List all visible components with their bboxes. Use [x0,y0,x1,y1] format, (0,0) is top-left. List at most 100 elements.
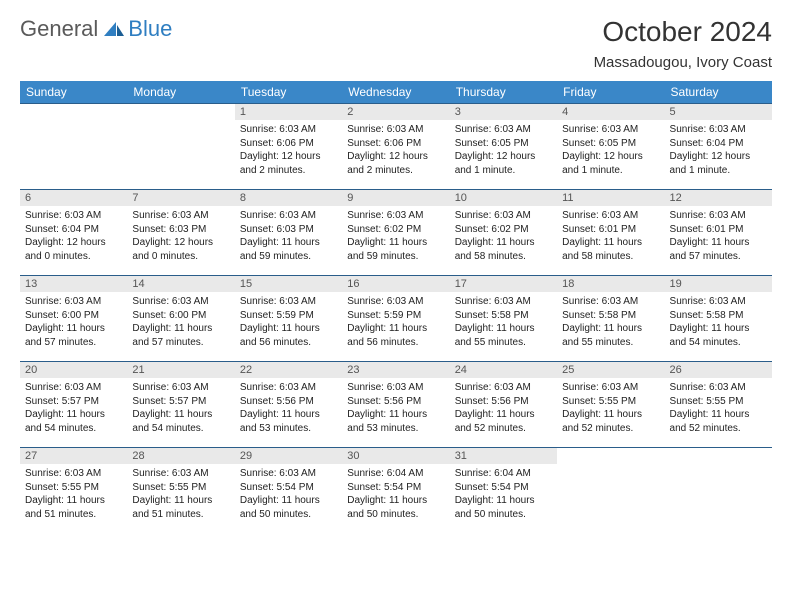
day-details: Sunrise: 6:03 AMSunset: 6:00 PMDaylight:… [127,292,234,354]
sunset-text: Sunset: 6:02 PM [455,223,552,237]
brand-logo: General Blue [20,16,172,42]
daylight-text: Daylight: 11 hours and 50 minutes. [347,494,444,521]
day-number: 2 [342,104,449,120]
calendar-day-cell: 1Sunrise: 6:03 AMSunset: 6:06 PMDaylight… [235,104,342,190]
calendar-day-cell: 13Sunrise: 6:03 AMSunset: 6:00 PMDayligh… [20,276,127,362]
calendar-day-cell: 14Sunrise: 6:03 AMSunset: 6:00 PMDayligh… [127,276,234,362]
location-label: Massadougou, Ivory Coast [594,54,772,71]
sunrise-text: Sunrise: 6:03 AM [240,209,337,223]
sail-icon [102,20,126,38]
day-details: Sunrise: 6:03 AMSunset: 6:05 PMDaylight:… [557,120,664,182]
day-number: 30 [342,448,449,464]
sunset-text: Sunset: 5:55 PM [670,395,767,409]
weekday-header: Friday [557,81,664,104]
daylight-text: Daylight: 11 hours and 54 minutes. [25,408,122,435]
sunrise-text: Sunrise: 6:03 AM [132,467,229,481]
calendar-day-cell: 16Sunrise: 6:03 AMSunset: 5:59 PMDayligh… [342,276,449,362]
day-details: Sunrise: 6:03 AMSunset: 6:04 PMDaylight:… [20,206,127,268]
calendar-week-row: 20Sunrise: 6:03 AMSunset: 5:57 PMDayligh… [20,362,772,448]
day-number: 24 [450,362,557,378]
sunrise-text: Sunrise: 6:03 AM [670,381,767,395]
calendar-day-cell: 12Sunrise: 6:03 AMSunset: 6:01 PMDayligh… [665,190,772,276]
sunrise-text: Sunrise: 6:03 AM [455,295,552,309]
day-details: Sunrise: 6:03 AMSunset: 6:06 PMDaylight:… [235,120,342,182]
sunset-text: Sunset: 5:56 PM [240,395,337,409]
day-details: Sunrise: 6:04 AMSunset: 5:54 PMDaylight:… [450,464,557,526]
calendar-day-cell: 21Sunrise: 6:03 AMSunset: 5:57 PMDayligh… [127,362,234,448]
sunrise-text: Sunrise: 6:03 AM [240,295,337,309]
day-number: 27 [20,448,127,464]
day-details: Sunrise: 6:03 AMSunset: 6:05 PMDaylight:… [450,120,557,182]
daylight-text: Daylight: 11 hours and 52 minutes. [455,408,552,435]
sunrise-text: Sunrise: 6:04 AM [455,467,552,481]
sunrise-text: Sunrise: 6:03 AM [347,295,444,309]
day-number: 23 [342,362,449,378]
sunset-text: Sunset: 5:54 PM [240,481,337,495]
weekday-header: Tuesday [235,81,342,104]
day-details: Sunrise: 6:03 AMSunset: 5:57 PMDaylight:… [20,378,127,440]
weekday-header: Sunday [20,81,127,104]
day-number: 12 [665,190,772,206]
sunrise-text: Sunrise: 6:03 AM [347,123,444,137]
sunrise-text: Sunrise: 6:03 AM [562,209,659,223]
calendar-day-cell: 7Sunrise: 6:03 AMSunset: 6:03 PMDaylight… [127,190,234,276]
month-title: October 2024 [594,16,772,48]
day-number: 20 [20,362,127,378]
day-details: Sunrise: 6:03 AMSunset: 5:58 PMDaylight:… [557,292,664,354]
calendar-day-cell [557,448,664,534]
daylight-text: Daylight: 11 hours and 56 minutes. [347,322,444,349]
sunset-text: Sunset: 5:55 PM [562,395,659,409]
day-details: Sunrise: 6:03 AMSunset: 5:56 PMDaylight:… [450,378,557,440]
daylight-text: Daylight: 12 hours and 1 minute. [562,150,659,177]
daylight-text: Daylight: 11 hours and 54 minutes. [132,408,229,435]
daylight-text: Daylight: 11 hours and 53 minutes. [347,408,444,435]
title-block: October 2024 Massadougou, Ivory Coast [594,16,772,71]
day-number: 21 [127,362,234,378]
sunrise-text: Sunrise: 6:03 AM [455,123,552,137]
calendar-week-row: 1Sunrise: 6:03 AMSunset: 6:06 PMDaylight… [20,104,772,190]
calendar-day-cell: 5Sunrise: 6:03 AMSunset: 6:04 PMDaylight… [665,104,772,190]
daylight-text: Daylight: 11 hours and 52 minutes. [562,408,659,435]
calendar-day-cell [20,104,127,190]
sunset-text: Sunset: 6:00 PM [132,309,229,323]
calendar-day-cell: 30Sunrise: 6:04 AMSunset: 5:54 PMDayligh… [342,448,449,534]
calendar-week-row: 27Sunrise: 6:03 AMSunset: 5:55 PMDayligh… [20,448,772,534]
calendar-day-cell: 31Sunrise: 6:04 AMSunset: 5:54 PMDayligh… [450,448,557,534]
sunset-text: Sunset: 6:04 PM [25,223,122,237]
calendar-day-cell: 28Sunrise: 6:03 AMSunset: 5:55 PMDayligh… [127,448,234,534]
day-number: 31 [450,448,557,464]
day-details: Sunrise: 6:03 AMSunset: 5:59 PMDaylight:… [235,292,342,354]
weekday-header: Thursday [450,81,557,104]
sunset-text: Sunset: 5:57 PM [132,395,229,409]
sunset-text: Sunset: 5:55 PM [132,481,229,495]
day-details: Sunrise: 6:04 AMSunset: 5:54 PMDaylight:… [342,464,449,526]
page-header: General Blue October 2024 Massadougou, I… [20,16,772,71]
calendar-day-cell: 22Sunrise: 6:03 AMSunset: 5:56 PMDayligh… [235,362,342,448]
sunset-text: Sunset: 6:05 PM [562,137,659,151]
day-number: 26 [665,362,772,378]
sunset-text: Sunset: 5:54 PM [455,481,552,495]
daylight-text: Daylight: 11 hours and 57 minutes. [25,322,122,349]
daylight-text: Daylight: 11 hours and 59 minutes. [240,236,337,263]
day-details: Sunrise: 6:03 AMSunset: 5:58 PMDaylight:… [665,292,772,354]
day-number: 19 [665,276,772,292]
sunrise-text: Sunrise: 6:03 AM [25,209,122,223]
sunset-text: Sunset: 5:58 PM [455,309,552,323]
sunset-text: Sunset: 5:58 PM [562,309,659,323]
weekday-header: Wednesday [342,81,449,104]
sunrise-text: Sunrise: 6:03 AM [455,381,552,395]
calendar-week-row: 6Sunrise: 6:03 AMSunset: 6:04 PMDaylight… [20,190,772,276]
sunset-text: Sunset: 5:59 PM [347,309,444,323]
day-number: 22 [235,362,342,378]
day-details: Sunrise: 6:03 AMSunset: 5:56 PMDaylight:… [235,378,342,440]
day-number: 4 [557,104,664,120]
daylight-text: Daylight: 11 hours and 57 minutes. [670,236,767,263]
day-number: 13 [20,276,127,292]
day-number: 10 [450,190,557,206]
sunrise-text: Sunrise: 6:03 AM [132,209,229,223]
calendar-day-cell: 18Sunrise: 6:03 AMSunset: 5:58 PMDayligh… [557,276,664,362]
sunset-text: Sunset: 5:55 PM [25,481,122,495]
day-details: Sunrise: 6:03 AMSunset: 6:03 PMDaylight:… [127,206,234,268]
brand-part1: General [20,16,98,42]
daylight-text: Daylight: 11 hours and 55 minutes. [562,322,659,349]
